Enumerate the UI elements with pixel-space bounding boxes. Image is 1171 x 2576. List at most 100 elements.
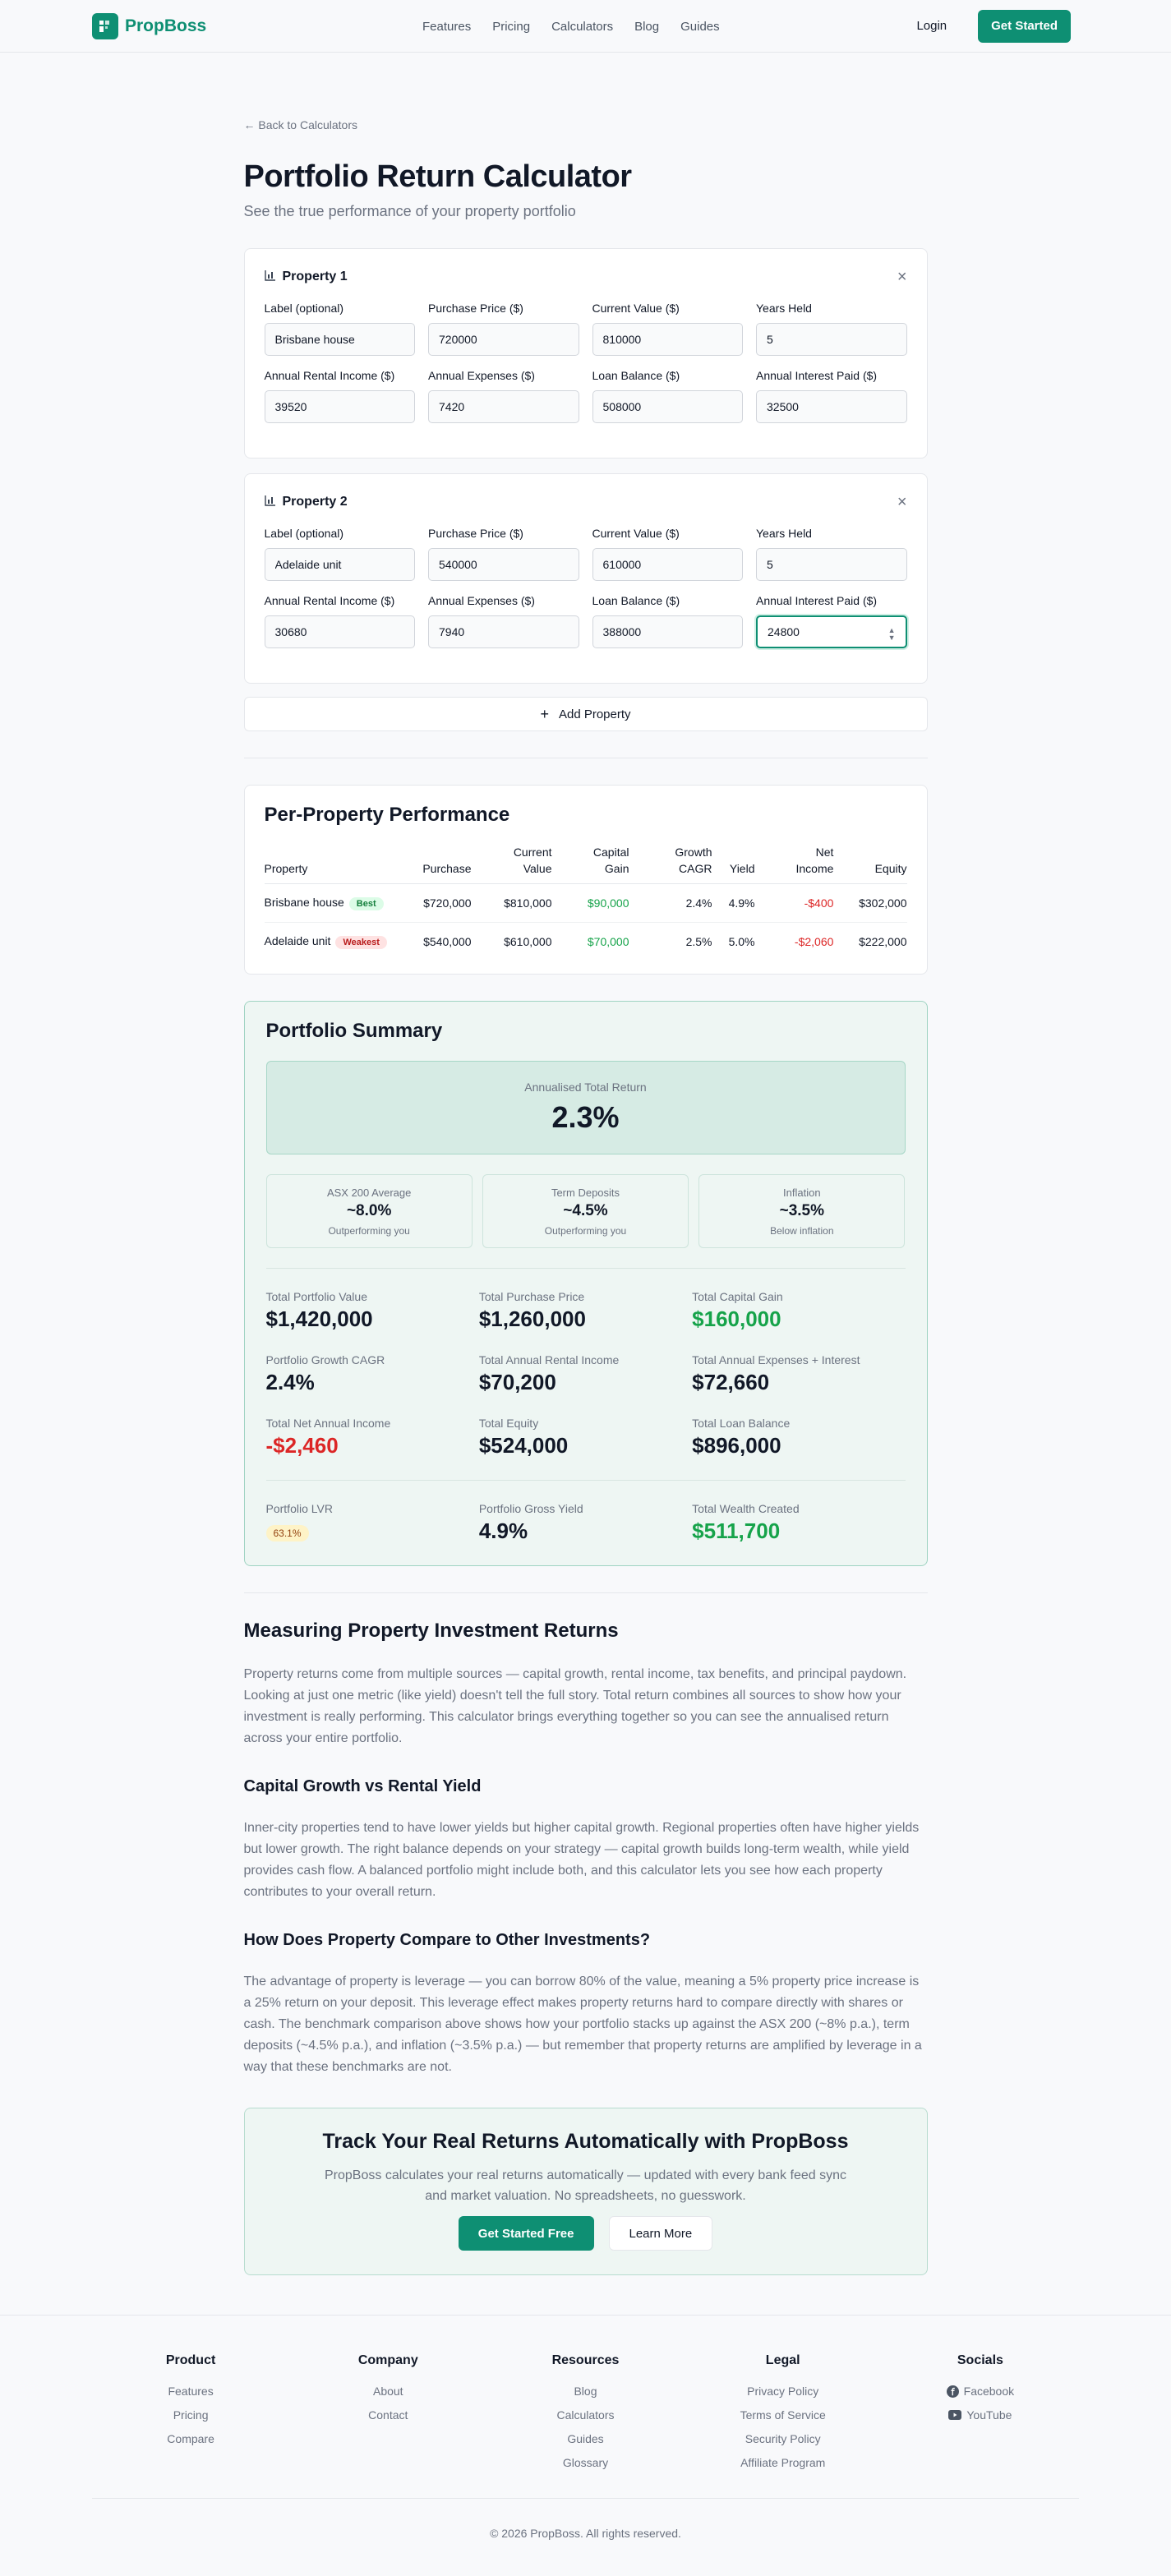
table-row: Brisbane house Best $720,000 $810,000 $90… [264, 883, 907, 924]
nav-link-features[interactable]: Features [422, 19, 472, 34]
nav-link-guides[interactable]: Guides [680, 19, 720, 34]
footer-link[interactable]: Privacy Policy [747, 2385, 819, 2399]
youtube-icon [948, 2410, 962, 2421]
expenses-field-label: Annual Expenses ($) [428, 594, 535, 607]
performance-title: Per-Property Performance [264, 804, 510, 826]
column-header: Property [264, 845, 404, 885]
footer: Product Features Pricing Compare Company… [0, 2315, 1171, 2540]
property-1-years-input[interactable] [756, 323, 907, 356]
lvr-badge: 63.1% [265, 1525, 309, 1542]
years-field-label: Years Held [756, 302, 812, 315]
footer-link[interactable]: Features [168, 2385, 214, 2399]
add-property-button[interactable]: + Add Property [243, 697, 928, 731]
stat-total-equity: Total Equity $524,000 [478, 1417, 569, 1459]
expenses-field-label: Annual Expenses ($) [428, 369, 535, 382]
per-property-performance: Per-Property Performance Property Purcha… [243, 785, 928, 975]
weakest-badge: Weakest [335, 936, 387, 950]
article-paragraph: The advantage of property is leverage — … [243, 1975, 922, 2075]
property-2-loan-input[interactable] [592, 615, 743, 648]
table-row: Adelaide unit Weakest $540,000 $610,000 $… [264, 934, 907, 950]
nav-link-pricing[interactable]: Pricing [492, 19, 531, 34]
logo[interactable]: PropBoss [92, 12, 207, 39]
benchmark-asx: ASX 200 Average ~8.0% Outperforming you [265, 1174, 473, 1249]
brand-name: PropBoss [125, 16, 207, 35]
property-1-label-input[interactable] [264, 323, 415, 356]
cta-banner: Track Your Real Returns Automatically wi… [243, 2108, 928, 2276]
remove-property-1-close-icon[interactable]: × [897, 268, 907, 286]
stat-growth-cagr: Portfolio Growth CAGR 2.4% [265, 1353, 385, 1395]
cta-text: PropBoss calculates your real returns au… [325, 2168, 846, 2204]
property-card-2: Property 2 × Label (optional) Purchase P… [243, 473, 928, 684]
cta-title: Track Your Real Returns Automatically wi… [322, 2130, 849, 2154]
property-1-purchase-input[interactable] [428, 323, 579, 356]
nav-link-blog[interactable]: Blog [634, 19, 660, 34]
property-2-expenses-input[interactable] [428, 615, 579, 648]
property-2-label-input[interactable] [264, 548, 415, 581]
footer-link[interactable]: Guides [567, 2432, 604, 2446]
property-1-interest-input[interactable] [756, 390, 907, 423]
footer-link-youtube[interactable]: YouTube [882, 2408, 1079, 2422]
footer-col-legal: Legal Privacy Policy Terms of Service Se… [685, 2353, 882, 2480]
main-content: ← Back to Calculators Portfolio Return C… [243, 53, 928, 2276]
footer-col-product: Product Features Pricing Compare [92, 2353, 289, 2480]
learn-more-button[interactable]: Learn More [608, 2216, 713, 2251]
rent-field-label: Annual Rental Income ($) [264, 369, 395, 382]
property-1-loan-input[interactable] [592, 390, 743, 423]
footer-link[interactable]: Calculators [556, 2408, 615, 2422]
loan-field-label: Loan Balance ($) [592, 594, 680, 607]
login-link[interactable]: Login [916, 19, 947, 33]
footer-link[interactable]: Glossary [562, 2456, 609, 2470]
property-2-current-input[interactable] [592, 548, 743, 581]
bar-chart-icon [264, 495, 276, 510]
column-header: Purchase [403, 845, 472, 885]
footer-link[interactable]: Terms of Service [740, 2408, 826, 2422]
property-1-rent-input[interactable] [264, 390, 415, 423]
column-header: Net Income [754, 845, 833, 885]
page-subtitle: See the true performance of your propert… [243, 203, 576, 219]
property-2-interest-input[interactable] [756, 615, 907, 648]
get-started-free-button[interactable]: Get Started Free [458, 2216, 594, 2251]
article-paragraph: Property returns come from multiple sour… [243, 1667, 907, 1746]
stat-wealth-created: Total Wealth Created $511,700 [692, 1502, 800, 1544]
footer-link[interactable]: Affiliate Program [740, 2456, 826, 2470]
article-subheading: Capital Growth vs Rental Yield [243, 1777, 482, 1796]
get-started-button[interactable]: Get Started [978, 9, 1071, 43]
plus-icon: + [540, 705, 549, 722]
stepper-arrows-icon[interactable]: ▲ ▼ [887, 626, 896, 642]
column-header: Current Value [471, 845, 552, 885]
article-subheading: How Does Property Compare to Other Inves… [243, 1931, 651, 1950]
footer-link[interactable]: Security Policy [745, 2432, 821, 2446]
property-2-purchase-input[interactable] [428, 548, 579, 581]
footer-link[interactable]: Compare [167, 2432, 214, 2446]
top-nav: PropBoss Features Pricing Calculators Bl… [0, 0, 1171, 53]
footer-link[interactable]: Blog [574, 2385, 597, 2399]
footer-link[interactable]: Contact [368, 2408, 408, 2422]
stat-total-value: Total Portfolio Value $1,420,000 [265, 1290, 373, 1332]
property-card-1: Property 1 × Label (optional) Purchase P… [243, 248, 928, 459]
property-1-current-input[interactable] [592, 323, 743, 356]
interest-field-label: Annual Interest Paid ($) [756, 594, 878, 607]
property-2-years-input[interactable] [756, 548, 907, 581]
current-field-label: Current Value ($) [592, 302, 680, 315]
nav-link-calculators[interactable]: Calculators [551, 19, 614, 34]
footer-link[interactable]: Pricing [173, 2408, 209, 2422]
property-2-rent-input[interactable] [264, 615, 415, 648]
nav-actions: Login Get Started [916, 9, 1071, 43]
best-badge: Best [348, 897, 384, 911]
benchmark-inflation: Inflation ~3.5% Below inflation [698, 1174, 906, 1249]
copyright: © 2026 PropBoss. All rights reserved. [92, 2498, 1079, 2540]
stat-net-income: Total Net Annual Income -$2,460 [265, 1417, 391, 1459]
label-field-label: Label (optional) [264, 302, 344, 315]
stat-capital-gain: Total Capital Gain $160,000 [692, 1290, 783, 1332]
property-card-title: Property 2 [264, 495, 348, 510]
property-1-expenses-input[interactable] [428, 390, 579, 423]
rent-field-label: Annual Rental Income ($) [264, 594, 395, 607]
property-card-title: Property 1 [264, 270, 348, 285]
remove-property-2-close-icon[interactable]: × [897, 493, 907, 511]
benchmark-term-deposits: Term Deposits ~4.5% Outperforming you [482, 1174, 689, 1249]
footer-link-facebook[interactable]: Facebook [882, 2385, 1079, 2398]
years-field-label: Years Held [756, 527, 812, 540]
back-to-calculators-link[interactable]: ← Back to Calculators [243, 118, 358, 131]
annualised-return-panel: Annualised Total Return 2.3% [265, 1061, 906, 1155]
footer-link[interactable]: About [372, 2385, 403, 2399]
